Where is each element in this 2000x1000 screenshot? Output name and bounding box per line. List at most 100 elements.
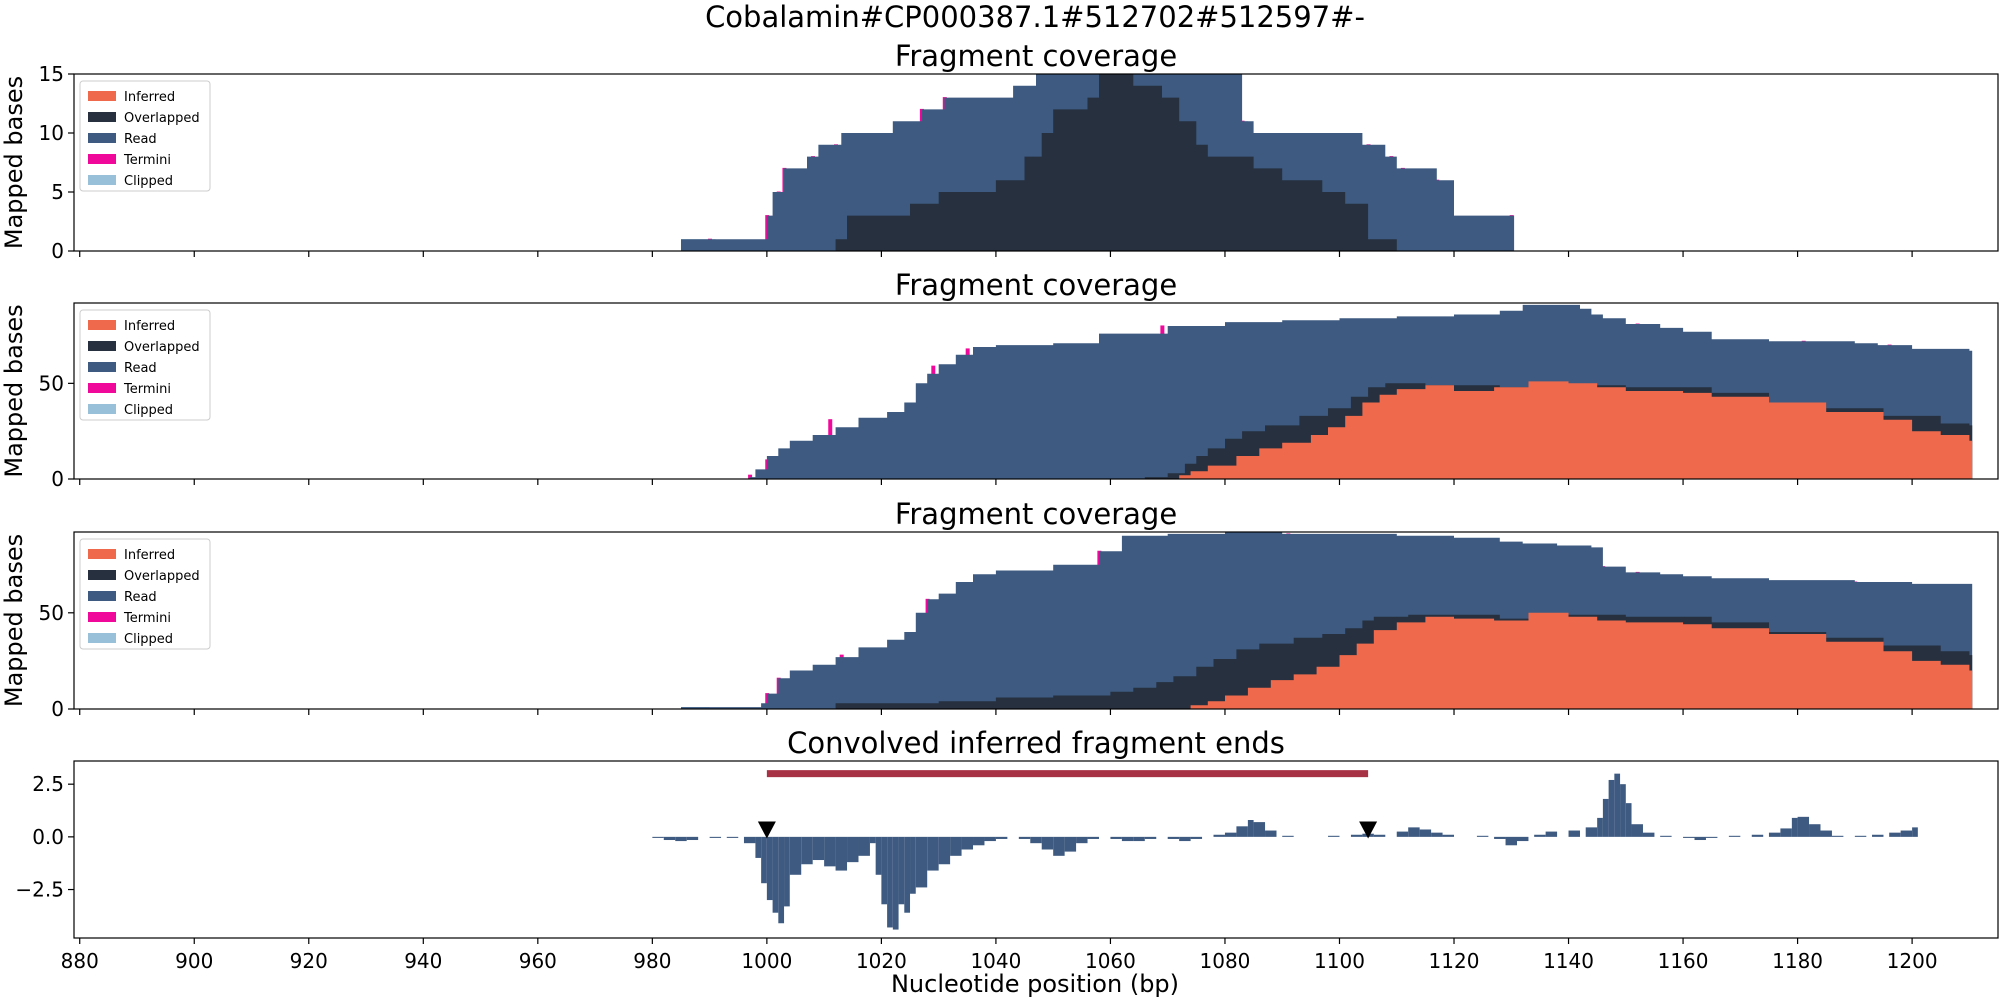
y-axis-label: Mapped bases: [0, 534, 28, 707]
axes-frame: [73, 760, 1999, 939]
legend-swatch-read: [88, 591, 116, 601]
legend-label-inferred: Inferred: [124, 319, 175, 334]
convolved-bar: [910, 836, 916, 894]
convolved-bar: [1625, 803, 1632, 837]
x-tick-label: 1160: [1658, 949, 1709, 973]
panel-title: Fragment coverage: [895, 268, 1177, 302]
convolved-bar: [869, 836, 876, 844]
fragment-end-marker: [757, 821, 776, 839]
panel-title: Fragment coverage: [895, 497, 1177, 531]
convolved-bar: [1494, 836, 1506, 839]
convolved-bar: [887, 836, 893, 928]
convolved-bar: [892, 836, 899, 930]
x-tick-label: 980: [633, 949, 671, 973]
x-tick-label: 1180: [1772, 949, 1823, 973]
convolved-bar: [1585, 827, 1598, 837]
x-tick-label: 900: [175, 949, 213, 973]
x-tick-label: 1080: [1200, 949, 1251, 973]
convolved-bar: [663, 836, 676, 841]
convolved-bar: [858, 836, 870, 856]
legend-swatch-termini: [88, 383, 116, 393]
convolved-bar: [1517, 836, 1529, 842]
x-tick-label: 880: [61, 949, 99, 973]
convolved-bar: [1545, 831, 1558, 837]
convolved-bar: [784, 836, 790, 907]
legend-label-read: Read: [124, 361, 157, 376]
convolved-bar: [824, 836, 836, 867]
convolved-bar: [761, 836, 767, 884]
y-tick-label: −2.5: [15, 878, 64, 902]
legend-label-termini: Termini: [123, 382, 171, 397]
legend-label-clipped: Clipped: [124, 403, 173, 418]
termini-mark: [748, 474, 753, 479]
figure-title: Cobalamin#CP000387.1#512702#512597#-: [705, 0, 1365, 34]
convolved-bar: [1064, 836, 1077, 852]
convolved-bar: [1780, 828, 1792, 837]
convolved-bar: [1854, 835, 1867, 837]
panel-title: Fragment coverage: [895, 39, 1177, 73]
y-tick-label: 0.0: [32, 825, 64, 849]
convolved-bar: [755, 836, 762, 858]
convolved-bar: [1694, 836, 1706, 841]
legend-swatch-clipped: [88, 175, 116, 185]
legend-label-termini: Termini: [123, 611, 171, 626]
legend-label-clipped: Clipped: [124, 174, 173, 189]
x-tick-label: 1000: [741, 949, 792, 973]
convolved-bar: [1396, 831, 1409, 837]
convolved-bar: [686, 836, 699, 841]
x-tick-label: 1140: [1543, 949, 1594, 973]
x-tick-label: 960: [519, 949, 557, 973]
convolved-bar: [1373, 834, 1386, 837]
convolved-bar: [1265, 830, 1277, 837]
legend-swatch-read: [88, 362, 116, 372]
legend-label-inferred: Inferred: [124, 90, 175, 105]
convolved-bar: [1597, 817, 1603, 837]
convolved-bar: [1642, 832, 1655, 837]
x-tick-label: 1040: [970, 949, 1021, 973]
convolved-bar: [1121, 836, 1134, 842]
convolved-bar: [766, 836, 773, 901]
convolved-bar: [875, 836, 882, 875]
x-tick-label: 1020: [856, 949, 907, 973]
coverage-panel-1: 0 5 10 15 Fragment coverage Inferred Overlappe…: [0, 39, 1999, 263]
y-axis-label: Mapped bases: [0, 76, 28, 249]
convolved-bar: [904, 836, 911, 913]
convolved-bar: [1431, 832, 1443, 837]
convolved-bar: [1683, 836, 1695, 838]
convolved-bar: [1768, 832, 1781, 837]
coverage-panel-3: 0 50 Fragment coverage Inferred Overlapped Re…: [0, 497, 1999, 721]
axes-frame: [73, 73, 1999, 252]
convolved-bar: [835, 836, 848, 871]
legend-label-overlapped: Overlapped: [124, 569, 200, 584]
convolved-bar: [743, 836, 756, 844]
legend-label-read: Read: [124, 590, 157, 605]
legend-swatch-read: [88, 133, 116, 143]
convolved-bar: [1476, 835, 1489, 837]
y-tick-label: 15: [39, 62, 64, 86]
convolved-bar: [1791, 817, 1798, 837]
plot-area: [680, 532, 1973, 709]
legend-label-inferred: Inferred: [124, 548, 175, 563]
convolved-bar: [1705, 836, 1718, 838]
convolved-bar: [726, 836, 739, 838]
convolved-bar: [801, 836, 813, 865]
convolved-bar: [1442, 834, 1455, 837]
convolved-bar: [1282, 835, 1294, 837]
convolved-bar: [1419, 829, 1432, 837]
convolved-bar: [1224, 832, 1237, 837]
convolved-bar: [881, 836, 888, 905]
convolved-bar: [995, 836, 1008, 839]
convolved-bar: [898, 836, 905, 905]
legend-swatch-overlapped: [88, 570, 116, 580]
convolved-bar: [1110, 836, 1122, 839]
legend-swatch-termini: [88, 612, 116, 622]
plot-area: [748, 304, 1973, 479]
legend-swatch-overlapped: [88, 341, 116, 351]
legend-swatch-inferred: [88, 320, 116, 330]
convolved-bar: [1889, 832, 1901, 837]
y-tick-label: 50: [39, 601, 64, 625]
convolved-bar: [1236, 826, 1248, 837]
legend-swatch-clipped: [88, 633, 116, 643]
inferred-area: [1156, 381, 1973, 479]
